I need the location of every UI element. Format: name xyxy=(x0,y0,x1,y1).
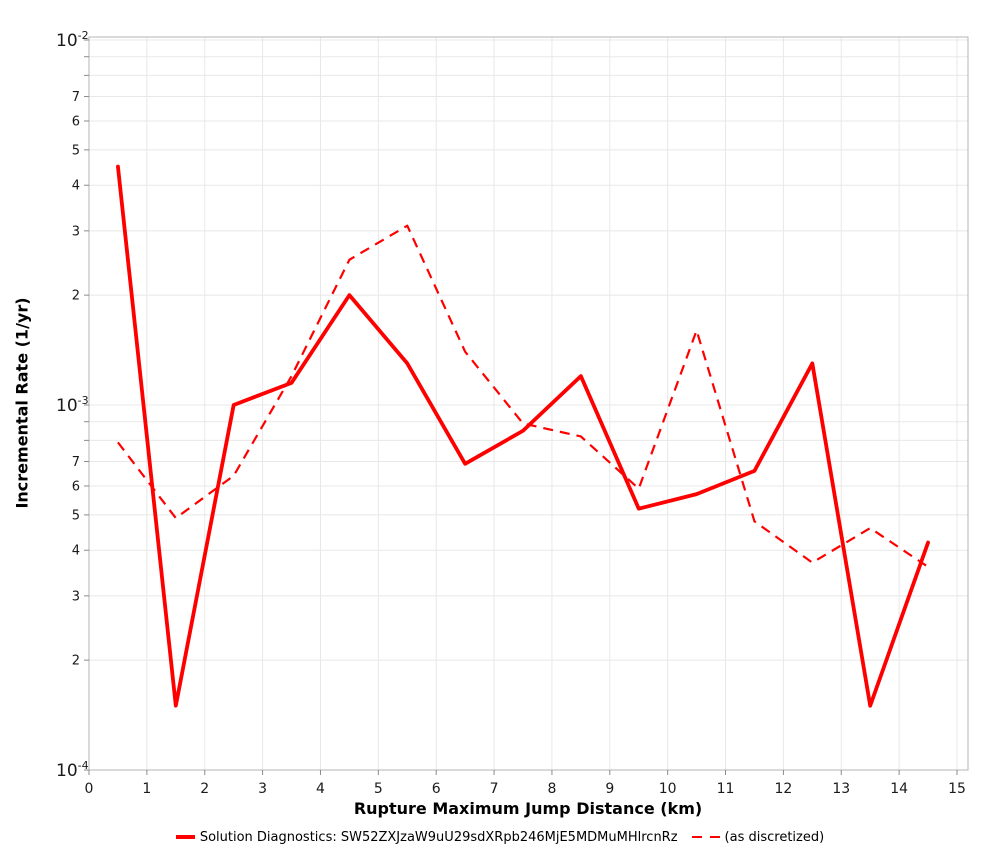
x-tick-label: 10 xyxy=(659,781,677,797)
legend-solid-line-swatch xyxy=(175,835,195,839)
y-minor-tick-label: 7 xyxy=(72,455,80,470)
x-tick-label: 8 xyxy=(547,781,556,797)
y-minor-tick-label: 2 xyxy=(72,654,80,669)
series-line-dashed xyxy=(117,224,929,568)
legend: Solution Diagnostics: SW52ZXJzaW9uU29sdX… xyxy=(0,827,1000,847)
x-tick-label: 2 xyxy=(200,781,209,797)
y-decade-tick-label: 10-3 xyxy=(56,394,89,416)
x-tick-label: 14 xyxy=(890,781,908,797)
y-minor-tick-label: 3 xyxy=(72,224,80,239)
x-tick-label: 15 xyxy=(948,781,966,797)
legend-label-dashed-series: (as discretized) xyxy=(724,829,825,845)
y-decade-tick-label: 10-2 xyxy=(56,29,89,51)
legend-label-solid-series: Solution Diagnostics: SW52ZXJzaW9uU29sdX… xyxy=(199,829,678,845)
x-tick-label: 11 xyxy=(717,781,735,797)
x-tick-label: 0 xyxy=(85,781,94,797)
legend-dashed-line-swatch xyxy=(691,835,720,839)
x-tick-label: 3 xyxy=(258,781,267,797)
x-tick-label: 13 xyxy=(832,781,850,797)
x-tick-label: 5 xyxy=(374,781,383,797)
y-minor-tick-label: 5 xyxy=(72,508,80,523)
y-minor-tick-label: 5 xyxy=(72,143,80,158)
y-minor-tick-label: 4 xyxy=(72,179,80,194)
plot-frame xyxy=(88,36,969,771)
x-tick-label: 4 xyxy=(316,781,325,797)
x-axis-title: Rupture Maximum Jump Distance (km) xyxy=(353,799,703,818)
x-tick-label: 7 xyxy=(490,781,499,797)
y-minor-tick-label: 6 xyxy=(72,479,80,494)
y-decade-tick-label: 10-4 xyxy=(56,759,89,781)
y-minor-tick-label: 4 xyxy=(72,544,80,559)
series-line-solid xyxy=(116,164,930,708)
x-tick-label: 12 xyxy=(774,781,792,797)
y-axis-title: Incremental Rate (1/yr) xyxy=(12,297,32,509)
x-tick-label: 6 xyxy=(432,781,441,797)
x-tick-label: 1 xyxy=(142,781,151,797)
y-minor-tick-label: 3 xyxy=(72,589,80,604)
y-minor-tick-label: 7 xyxy=(72,90,80,105)
y-minor-tick-label: 6 xyxy=(72,114,80,129)
x-tick-label: 9 xyxy=(605,781,614,797)
y-minor-tick-label: 2 xyxy=(72,289,80,304)
